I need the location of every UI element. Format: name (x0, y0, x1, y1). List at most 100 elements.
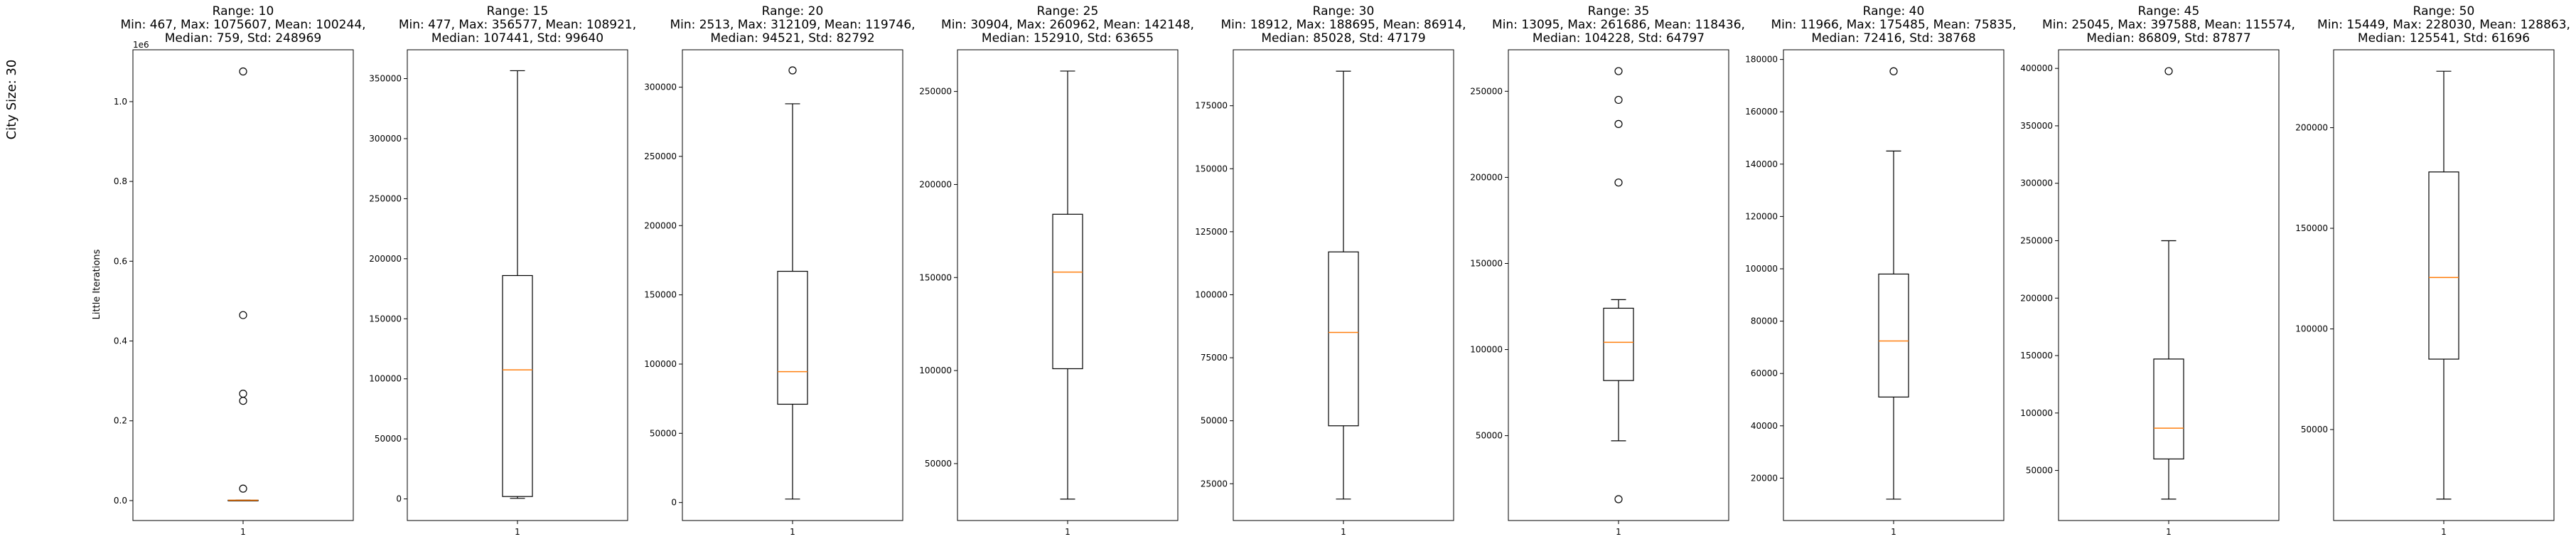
y-tick-label: 250000 (1470, 86, 1503, 96)
y-tick-label: 200000 (369, 254, 402, 264)
y-tick-label: 50000 (2026, 466, 2053, 476)
subplot-stats-line-1: Min: 2513, Max: 312109, Mean: 119746, (670, 18, 915, 32)
y-tick-label: 200000 (2020, 293, 2053, 303)
x-tick-label: 1 (1065, 527, 1070, 537)
subplot-stats-line-1: Min: 18912, Max: 188695, Mean: 86914, (1220, 18, 1466, 32)
iqr-box (1052, 213, 1083, 370)
y-tick-label: 120000 (1745, 211, 1778, 221)
subplot-title: Range: 10 (213, 4, 274, 18)
y-tick-label: 180000 (1745, 55, 1778, 65)
y-tick-label: 140000 (1745, 159, 1778, 169)
y-tick-label: 350000 (369, 74, 402, 84)
y-tick-label: 250000 (2020, 235, 2053, 245)
outlier-point (239, 484, 247, 493)
y-axis-label: Little Iterations (92, 249, 102, 319)
x-tick-label: 1 (515, 527, 520, 537)
y-tick-label: 160000 (1745, 107, 1778, 117)
y-tick-label: 100000 (919, 366, 952, 375)
y-tick-label: 50000 (650, 428, 677, 438)
subplot-stats-line-2: Median: 86809, Std: 87877 (2086, 31, 2250, 46)
y-tick-label: 150000 (644, 290, 677, 300)
y-tick-label: 250000 (644, 151, 677, 161)
y-offset-text: 1e6 (133, 40, 149, 50)
y-tick-label: 80000 (1751, 316, 1778, 326)
y-tick-label: 100000 (1745, 264, 1778, 274)
y-tick-label: 40000 (1751, 421, 1778, 431)
y-tick-label: 25000 (1201, 479, 1228, 489)
subplot-stats-line-2: Median: 104228, Std: 64797 (1533, 31, 1705, 46)
row-label: City Size: 30 (4, 60, 19, 140)
y-tick-label: 50000 (925, 459, 952, 469)
iqr-box (1328, 251, 1359, 427)
subplot-stats-line-1: Min: 11966, Max: 175485, Mean: 75835, (1771, 18, 2016, 32)
x-tick-label: 1 (1891, 527, 1896, 537)
subplot-stats-line-2: Median: 72416, Std: 38768 (1811, 31, 1975, 46)
outlier-point (1614, 495, 1623, 503)
y-tick-label: 400000 (2020, 63, 2053, 73)
y-tick-label: 150000 (919, 272, 952, 282)
y-tick-label: 200000 (1470, 172, 1503, 182)
y-tick-label: 100000 (1470, 345, 1503, 355)
subplot-stats-line-2: Median: 107441, Std: 99640 (431, 31, 603, 46)
y-tick-label: 100000 (369, 374, 402, 384)
axes-frame (132, 49, 354, 521)
y-tick-label: 200000 (644, 220, 677, 230)
x-tick-label: 1 (790, 527, 795, 537)
x-tick-label: 1 (1341, 527, 1346, 537)
y-tick-label: 100000 (2020, 408, 2053, 418)
outlier-point (239, 311, 247, 319)
y-tick-label: 150000 (1195, 164, 1228, 174)
y-tick-label: 150000 (1470, 258, 1503, 268)
subplot-title: Range: 15 (487, 4, 549, 18)
subplot-stats-line-2: Median: 759, Std: 248969 (165, 31, 322, 46)
y-tick-label: 0.0 (114, 496, 127, 506)
outlier-point (239, 67, 247, 76)
y-tick-label: 100000 (2295, 324, 2328, 334)
iqr-box (2428, 171, 2459, 360)
y-tick-label: 50000 (375, 434, 402, 444)
x-tick-label: 1 (1616, 527, 1621, 537)
iqr-box (777, 270, 808, 405)
x-tick-label: 1 (2441, 527, 2447, 537)
outlier-point (1614, 119, 1623, 128)
iqr-box (1603, 307, 1634, 381)
y-tick-label: 200000 (919, 179, 952, 189)
y-tick-label: 75000 (1201, 353, 1228, 363)
y-tick-label: 50000 (1476, 431, 1503, 441)
outlier-point (239, 389, 247, 398)
subplot-stats-line-2: Median: 85028, Std: 47179 (1261, 31, 1425, 46)
subplot-stats-line-2: Median: 94521, Std: 82792 (710, 31, 874, 46)
subplot-title: Range: 50 (2413, 4, 2475, 18)
iqr-box (2153, 358, 2184, 460)
iqr-box (502, 274, 533, 497)
subplot-stats-line-1: Min: 25045, Max: 397588, Mean: 115574, (2042, 18, 2295, 32)
subplot-title: Range: 45 (2138, 4, 2200, 18)
outlier-point (1614, 95, 1623, 105)
y-tick-label: 150000 (2020, 351, 2053, 361)
y-tick-label: 0.4 (114, 336, 127, 346)
outlier-point (1614, 178, 1623, 187)
iqr-box (1878, 273, 1909, 398)
y-tick-label: 150000 (369, 314, 402, 324)
subplot-title: Range: 30 (1313, 4, 1375, 18)
subplot-stats-line-2: Median: 125541, Std: 61696 (2358, 31, 2530, 46)
y-tick-label: 1.0 (114, 97, 127, 107)
subplot-stats-line-1: Min: 13095, Max: 261686, Mean: 118436, (1492, 18, 1745, 32)
y-tick-label: 200000 (2295, 123, 2328, 133)
y-tick-label: 300000 (644, 82, 677, 92)
x-tick-label: 1 (240, 527, 246, 537)
y-tick-label: 125000 (1195, 227, 1228, 237)
subplot-stats-line-1: Min: 15449, Max: 228030, Mean: 128863, (2317, 18, 2570, 32)
y-tick-label: 0.2 (114, 416, 127, 426)
subplot-stats-line-1: Min: 30904, Max: 260962, Mean: 142148, (941, 18, 1194, 32)
y-tick-label: 0 (671, 498, 677, 508)
